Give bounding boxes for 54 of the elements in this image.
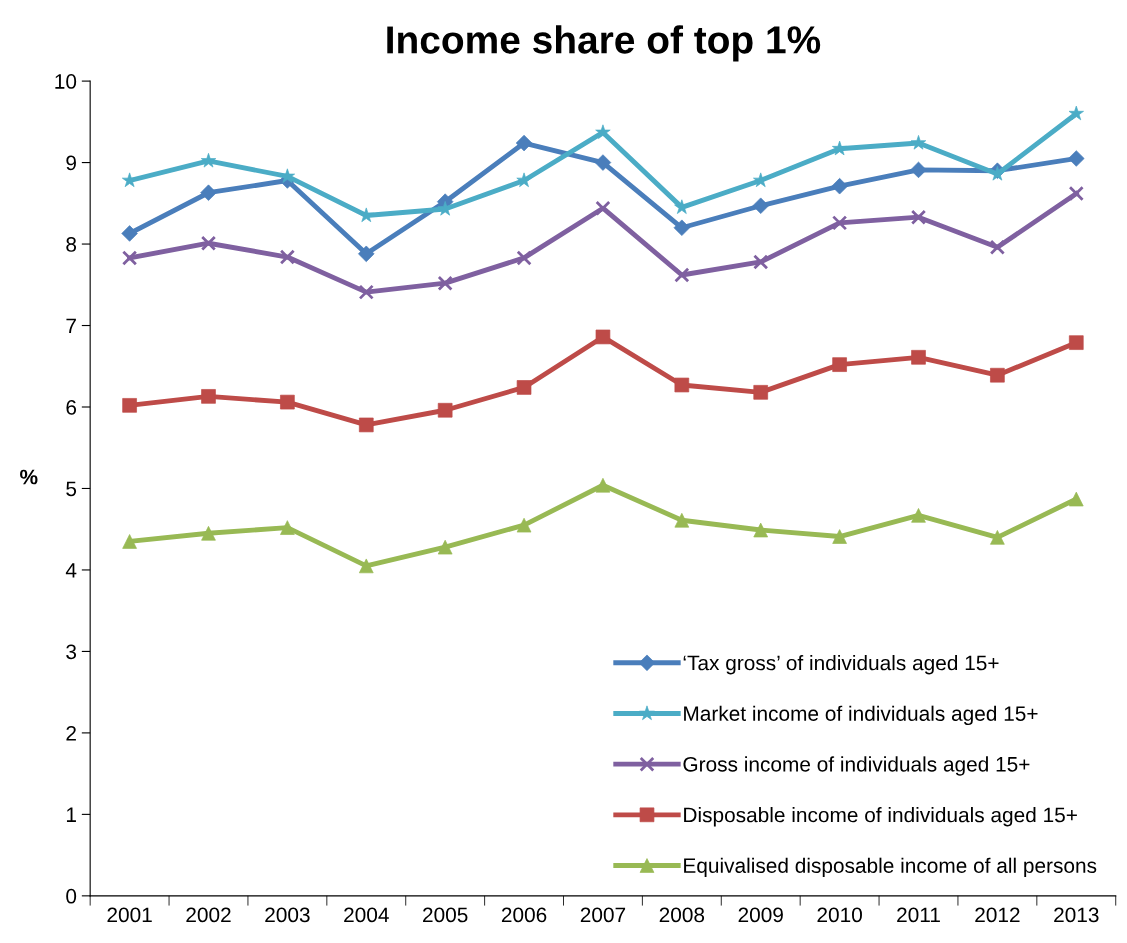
y-tick-label: 3 [66,644,77,660]
x-tick-label: 2001 [107,907,152,923]
point [753,254,769,270]
x-tick-label: 2007 [580,907,626,923]
point [674,267,690,283]
x-tick-label: 2006 [501,907,547,923]
x-tick-label: 2008 [659,907,705,923]
y-tick-label: 6 [66,400,77,415]
x-tick-label: 2009 [738,907,783,923]
y-tick-label: 4 [65,563,77,578]
point [831,215,848,231]
point [437,275,453,291]
legend-label: Gross income of individuals aged 15+ [683,756,1030,776]
x-tick-label: 2013 [1054,907,1099,923]
y-tick-label: 2 [66,725,76,741]
x-tick-label: 2002 [186,907,231,923]
x-tick-label: 2012 [975,907,1020,923]
y-tick-label: 10 [55,74,77,89]
point [358,284,374,300]
x-tick-label: 2011 [897,907,940,923]
legend-label: Market income of individuals aged 15+ [684,705,1038,726]
point [280,520,295,535]
point [200,235,217,251]
y-tick-label: 7 [66,318,76,334]
point [358,558,374,574]
point [831,177,848,195]
y-tick-label: 5 [66,481,77,497]
point [989,239,1006,255]
legend-label: ‘Tax gross’ of individuals aged 15+ [683,655,999,675]
legend-label: Disposable income of individuals aged 15+ [684,807,1077,827]
point [990,367,1005,383]
point [674,377,690,393]
point [122,398,137,413]
point [279,249,296,265]
y-tick-label: 8 [66,237,77,252]
point [1068,335,1084,350]
point [516,250,532,266]
legend-label: Equivalised disposable income of all persons [684,857,1097,878]
x-tick-label: 2010 [817,907,862,923]
point [595,200,611,216]
y-tick-label: 9 [66,155,76,171]
x-tick-label: 2005 [423,907,468,923]
x-tick-label: 2004 [344,907,389,923]
chart-title: Income share of top 1% [387,25,821,62]
point [121,250,138,266]
y-tick-label: 1 [66,807,76,822]
x-tick-label: 2003 [265,907,310,923]
point [1068,185,1084,202]
point [200,184,217,201]
point [910,209,927,225]
y-tick-label: 0 [66,888,77,904]
y-axis-title: % [20,469,38,485]
point [910,161,927,179]
point [595,329,611,345]
